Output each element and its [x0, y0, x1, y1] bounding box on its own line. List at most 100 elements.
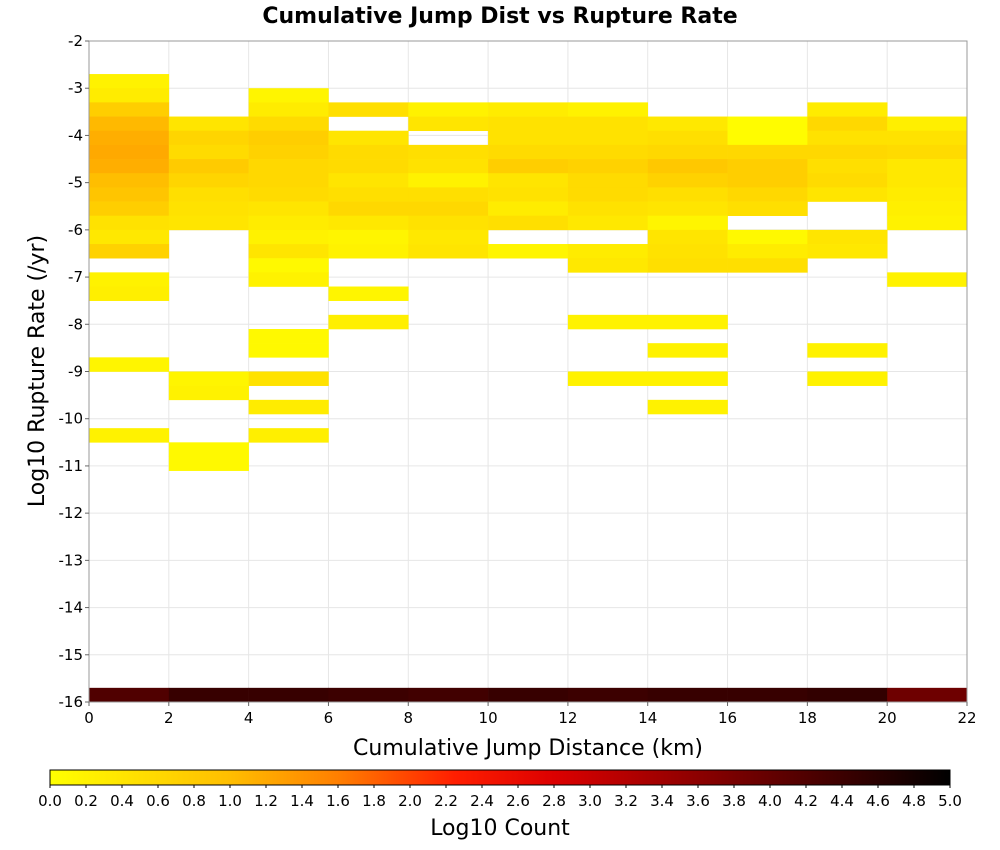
heatmap-cell — [248, 173, 329, 188]
heatmap-cell — [647, 244, 728, 259]
heatmap-cell — [647, 144, 728, 160]
heatmap-cell — [807, 102, 888, 117]
heatmap-cell — [647, 187, 728, 202]
heatmap-cell — [248, 88, 329, 103]
y-tick-label: -9 — [68, 363, 83, 381]
heatmap-cell — [647, 687, 728, 703]
heatmap-cell — [408, 144, 489, 160]
heatmap-cell — [567, 201, 649, 216]
x-tick-label: 18 — [798, 709, 817, 727]
y-tick-label: -14 — [59, 599, 84, 617]
heatmap-cell — [248, 116, 329, 132]
y-tick-label: -16 — [59, 693, 84, 711]
heatmap-cell — [89, 272, 170, 287]
heatmap-cell — [328, 687, 409, 703]
x-tick-label: 14 — [638, 709, 657, 727]
colorbar-tick-label: 2.6 — [506, 792, 530, 810]
colorbar-ticks: 0.0 0.2 0.4 0.6 0.8 1.0 1.2 1.4 1.6 1.8 2.0 2.2 2.4 2… — [38, 785, 962, 810]
heatmap-cell — [168, 687, 249, 703]
heatmap-cell — [807, 229, 888, 245]
y-tick-label: -4 — [68, 126, 83, 144]
heatmap-cell — [89, 687, 170, 703]
x-tick-label: 0 — [84, 709, 94, 727]
heatmap-cell — [807, 187, 888, 202]
colorbar-tick-label: 1.6 — [326, 792, 350, 810]
heatmap-cell — [328, 229, 409, 245]
heatmap-cell — [328, 244, 409, 259]
heatmap-cell — [488, 116, 569, 132]
heatmap-cell — [807, 159, 888, 174]
x-tick-label: 4 — [244, 709, 254, 727]
x-tick-label: 6 — [324, 709, 334, 727]
heatmap-cell — [328, 201, 409, 216]
heatmap-cell — [567, 159, 649, 174]
heatmap-cell — [807, 371, 888, 386]
heatmap-cell — [248, 215, 329, 231]
heatmap-cell — [887, 116, 968, 132]
heatmap-cell — [488, 244, 569, 259]
heatmap-cell — [89, 187, 170, 202]
y-tick-label: -6 — [68, 221, 83, 239]
heatmap-cell — [727, 258, 808, 273]
heatmap-cell — [248, 399, 329, 415]
heatmap-cell — [488, 173, 569, 188]
heatmap-cell — [567, 314, 649, 330]
heatmap-cell — [567, 258, 649, 273]
heatmap-cell — [727, 687, 808, 703]
heatmap-cell — [328, 159, 409, 174]
chart-title: Cumulative Jump Dist vs Rupture Rate — [262, 4, 737, 29]
heatmap-cell — [567, 371, 649, 386]
colorbar-tick-label: 2.8 — [542, 792, 566, 810]
heatmap-cell — [647, 229, 728, 245]
x-tick-label: 16 — [718, 709, 737, 727]
colorbar-tick-label: 0.8 — [182, 792, 206, 810]
heatmap-cell — [168, 144, 249, 160]
heatmap-cell — [647, 371, 728, 386]
heatmap-cell — [807, 687, 888, 703]
heatmap-cell — [248, 244, 329, 259]
heatmap-cell — [887, 130, 968, 146]
heatmap-cell — [408, 159, 489, 174]
heatmap-cell — [727, 116, 808, 132]
heatmap-cell — [248, 687, 329, 703]
heatmap-cell — [328, 187, 409, 202]
heatmap-cell — [248, 258, 329, 273]
colorbar-tick-label: 2.4 — [470, 792, 494, 810]
heatmap-cell — [488, 159, 569, 174]
heatmap-cell — [248, 343, 329, 358]
heatmap-cell — [807, 144, 888, 160]
colorbar-tick-label: 4.2 — [794, 792, 818, 810]
colorbar-tick-label: 3.6 — [686, 792, 710, 810]
heatmap-cell — [488, 187, 569, 202]
y-tick-label: -3 — [68, 79, 83, 97]
heatmap-cell — [89, 130, 170, 146]
heatmap-cell — [89, 229, 170, 245]
heatmap-cell — [89, 173, 170, 188]
colorbar-tick-label: 0.2 — [74, 792, 98, 810]
heatmap-cell — [89, 144, 170, 160]
colorbar-tick-label: 1.8 — [362, 792, 386, 810]
heatmap-cell — [647, 116, 728, 132]
heatmap-cell — [567, 187, 649, 202]
heatmap-cell — [567, 116, 649, 132]
heatmap-cell — [567, 215, 649, 231]
colorbar-tick-label: 3.8 — [722, 792, 746, 810]
colorbar-tick-label: 0.4 — [110, 792, 134, 810]
heatmap-cell — [89, 102, 170, 117]
heatmap-cell — [647, 173, 728, 188]
x-tick-label: 2 — [164, 709, 174, 727]
heatmap-cell — [328, 286, 409, 301]
heatmap-cell — [168, 130, 249, 146]
heatmap-cell — [647, 258, 728, 273]
heatmap-cell — [168, 159, 249, 174]
heatmap-cell — [328, 130, 409, 146]
heatmap-cell — [168, 385, 249, 401]
colorbar-tick-label: 3.0 — [578, 792, 602, 810]
heatmap-cell — [408, 229, 489, 245]
y-tick-label: -15 — [59, 646, 84, 664]
colorbar-tick-label: 4.4 — [830, 792, 854, 810]
y-tick-label: -13 — [59, 551, 84, 569]
x-axis-ticks: 0 2 4 6 8 10 12 14 16 18 20 22 — [84, 702, 977, 727]
y-tick-label: -2 — [68, 32, 83, 50]
heatmap-cell — [887, 201, 968, 216]
